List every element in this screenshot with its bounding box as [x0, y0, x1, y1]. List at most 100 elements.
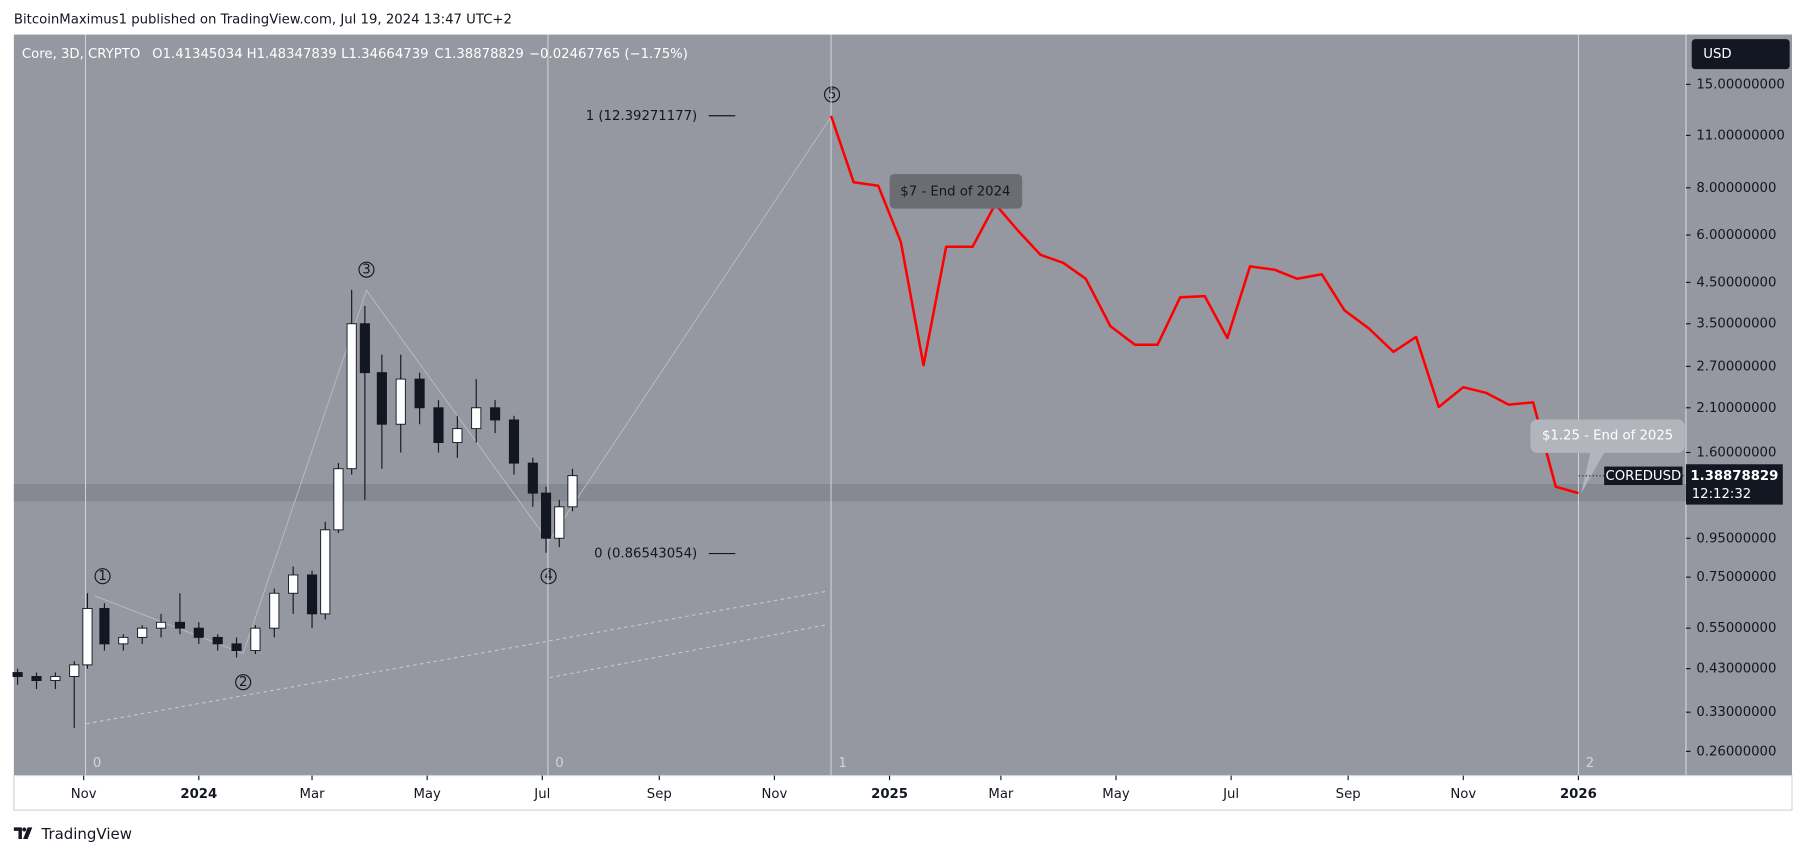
- time-axis-background: [13, 774, 1793, 811]
- legend-close: C1.38878829: [434, 47, 523, 62]
- candle-body: [508, 419, 520, 464]
- annotation-box: [889, 174, 1023, 209]
- candle-body: [554, 506, 565, 539]
- x-tick-label: May: [413, 787, 441, 802]
- candle-body: [471, 407, 482, 430]
- currency-label[interactable]: USD: [1703, 47, 1731, 62]
- wave-circle: [540, 568, 557, 585]
- x-tick-label: Mar: [300, 787, 326, 802]
- annotation: $7 - End of 2024: [900, 184, 1010, 199]
- time-zone-label: 1: [838, 756, 846, 771]
- x-tick-label: Mar: [988, 787, 1014, 802]
- candle-body: [414, 378, 425, 409]
- annotation: $1.25 - End of 2025: [1542, 429, 1673, 444]
- wave-circle: [358, 261, 375, 278]
- symbol-badge: [1604, 466, 1683, 486]
- y-tick-label: 15.00000000: [1696, 77, 1785, 92]
- wave-label: 5: [828, 87, 836, 102]
- trend-line: [86, 590, 828, 725]
- candle-body: [359, 323, 370, 374]
- candle-body: [31, 676, 42, 682]
- wave-label: 4: [544, 569, 552, 584]
- wave-circle: [235, 674, 252, 691]
- candle-body: [490, 407, 501, 421]
- x-tick-label: Nov: [71, 787, 97, 802]
- price-label: 1.38878829: [1690, 469, 1778, 484]
- candle-body: [333, 468, 344, 531]
- wave-label: 2: [239, 675, 247, 690]
- y-tick-label: 0.33000000: [1696, 705, 1776, 720]
- wave-circle: [94, 568, 111, 585]
- y-tick-label: 4.50000000: [1696, 275, 1776, 290]
- currency-button[interactable]: [1691, 39, 1790, 70]
- candle-body: [99, 607, 110, 645]
- y-tick-label: 1.60000000: [1696, 446, 1776, 461]
- candle-body: [231, 643, 242, 652]
- forecast-line: [829, 115, 1579, 495]
- candle-body: [288, 574, 299, 594]
- time-zone-label: 0: [93, 756, 101, 771]
- y-tick-label: 0.95000000: [1696, 531, 1776, 546]
- candle-body: [395, 378, 406, 425]
- fib-label: 0 (0.86543054): [594, 547, 697, 562]
- price-axis-background: [1685, 34, 1792, 776]
- price-zone: [13, 484, 1686, 502]
- candle-body: [376, 372, 387, 425]
- x-tick-label: 2026: [1560, 787, 1597, 802]
- candle-body: [269, 592, 280, 629]
- wave-circle: [823, 86, 841, 103]
- candle-body: [212, 636, 223, 645]
- price-badge: [1685, 464, 1783, 505]
- legend-open: O1.41345034: [152, 47, 243, 62]
- candle-body: [193, 627, 204, 638]
- y-tick-label: 8.00000000: [1696, 181, 1776, 196]
- wave-lines: [94, 114, 833, 655]
- candle-body: [118, 636, 129, 645]
- y-tick-label: 0.55000000: [1696, 621, 1776, 636]
- y-tick-label: 2.10000000: [1696, 401, 1776, 416]
- x-tick-label: Nov: [1450, 787, 1476, 802]
- candle-body: [155, 621, 167, 629]
- candle-body: [250, 627, 261, 652]
- footer-logo: [13, 827, 33, 839]
- x-tick-label: Sep: [1336, 787, 1361, 802]
- y-tick-label: 0.43000000: [1696, 662, 1776, 677]
- y-tick-label: 2.70000000: [1696, 359, 1776, 374]
- candle-body: [137, 627, 148, 638]
- y-tick-label: 6.00000000: [1696, 228, 1776, 243]
- candle-body: [69, 664, 80, 677]
- wave-label: 3: [362, 263, 370, 278]
- candle-body: [567, 475, 578, 508]
- trend-line: [549, 624, 828, 679]
- y-tick-label: 3.50000000: [1696, 317, 1776, 332]
- y-tick-label: 0.75000000: [1696, 570, 1776, 585]
- annotation-box: [1530, 419, 1685, 494]
- legend-change: −0.02467765 (−1.75%): [529, 47, 688, 62]
- candle-body: [306, 574, 318, 615]
- candle-body: [50, 676, 61, 682]
- candle-body: [12, 672, 23, 677]
- x-tick-label: Nov: [761, 787, 787, 802]
- wave-label: 1: [98, 569, 106, 584]
- candle-body: [452, 428, 463, 443]
- fib-label: 1 (12.39271177): [586, 109, 698, 124]
- time-zone-label: 0: [555, 756, 563, 771]
- legend-low: L1.34664739: [341, 47, 428, 62]
- countdown-label: 12:12:32: [1692, 487, 1752, 502]
- candle-body: [174, 621, 186, 629]
- y-tick-label: 11.00000000: [1696, 128, 1785, 143]
- x-tick-label: May: [1102, 787, 1130, 802]
- symbol-label: COREDUSD: [1605, 469, 1681, 484]
- header: BitcoinMaximus1 published on TradingView…: [14, 13, 512, 28]
- candle-body: [527, 462, 538, 494]
- candle-body: [320, 529, 331, 615]
- candle-body: [82, 607, 93, 666]
- candle-body: [346, 323, 357, 470]
- marks: 0 0 1 2 1 (12.39271177) 0 (0.86543054): [12, 34, 1594, 776]
- legend-high: H1.48347839: [247, 47, 337, 62]
- legend-symbol: Core, 3D, CRYPTO: [22, 47, 140, 62]
- candle-body: [540, 492, 552, 539]
- x-tick-label: Jul: [533, 787, 550, 802]
